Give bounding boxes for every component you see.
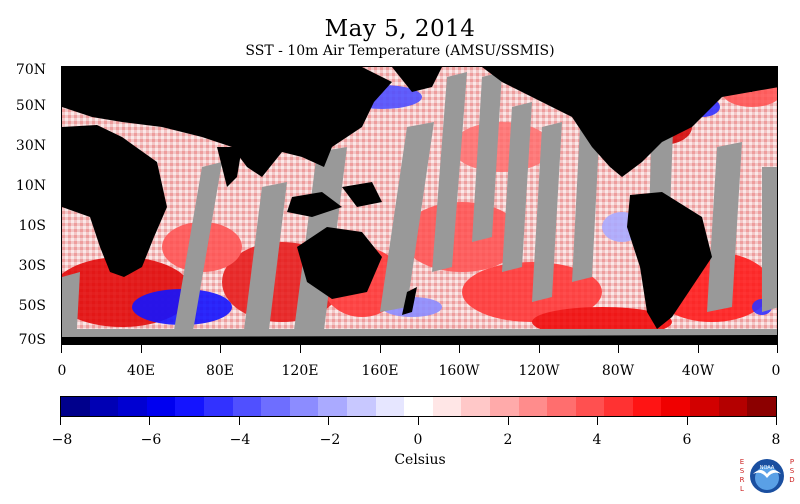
land-masses <box>62 67 777 344</box>
colorbar-tick <box>776 417 777 425</box>
colorbar-swatch <box>203 397 233 416</box>
latitude-label: 70S <box>18 332 46 348</box>
longitude-tick <box>300 345 301 353</box>
colorbar-swatch <box>175 397 204 416</box>
colorbar-label: 0 <box>413 432 423 448</box>
longitude-tick <box>141 345 142 353</box>
colorbar-swatch <box>118 397 147 416</box>
latitude-label: 10S <box>18 218 46 234</box>
logo-letter: P <box>790 458 794 466</box>
logo-letter: E <box>740 458 744 466</box>
colorbar-tick <box>60 417 61 425</box>
colorbar-swatch <box>632 397 662 416</box>
longitude-label: 160E <box>361 363 399 379</box>
longitude-label: 0 <box>771 363 781 379</box>
colorbar-swatch <box>375 397 405 416</box>
noaa-gull-icon <box>753 470 781 478</box>
colorbar-swatch <box>604 397 633 416</box>
colorbar-label: −8 <box>51 432 73 448</box>
logo-letter: S <box>790 467 795 475</box>
colorbar-label: 2 <box>503 432 513 448</box>
colorbar-swatch <box>432 397 462 416</box>
colorbar-swatch <box>518 397 548 416</box>
longitude-tick <box>698 345 699 353</box>
colorbar-swatch <box>718 397 748 416</box>
colorbar-swatch <box>747 397 776 416</box>
latitude-label: 30S <box>18 258 46 274</box>
longitude-label: 0 <box>57 363 67 379</box>
latitude-label: 50N <box>15 98 46 114</box>
colorbar-swatch <box>690 397 719 416</box>
colorbar-tick <box>597 417 598 425</box>
color-scale-bar <box>60 396 777 417</box>
longitude-label: 40W <box>681 363 715 379</box>
latitude-label: 30N <box>15 138 46 154</box>
longitude-label: 80W <box>601 363 635 379</box>
colorbar-label: −2 <box>319 432 341 448</box>
colorbar-swatch <box>346 397 376 416</box>
latitude-label: 50S <box>18 298 46 314</box>
colorbar-tick <box>149 417 150 425</box>
logo-letter: D <box>789 476 794 484</box>
logo-letter: R <box>740 476 745 484</box>
longitude-tick <box>539 345 540 353</box>
longitude-label: 160W <box>438 363 480 379</box>
colorbar-tick <box>328 417 329 425</box>
logo-letter: L <box>740 485 744 493</box>
colorbar-swatch <box>61 397 90 416</box>
map-title: May 5, 2014 <box>324 16 476 42</box>
colorbar-swatch <box>404 397 433 416</box>
colorbar-swatch <box>232 397 262 416</box>
logo-letter: S <box>740 467 745 475</box>
longitude-label: 120E <box>281 363 319 379</box>
colorbar-swatch <box>575 397 605 416</box>
longitude-label: 120W <box>518 363 560 379</box>
colorbar-swatch <box>661 397 691 416</box>
colorbar-swatch <box>547 397 576 416</box>
noaa-emblem-text: NOAA <box>760 465 775 471</box>
colorbar-swatch <box>146 397 176 416</box>
colorbar-tick <box>508 417 509 425</box>
longitude-label: 40E <box>126 363 156 379</box>
psd-vertical-text: PSD <box>789 458 794 484</box>
longitude-tick <box>459 345 460 353</box>
colorbar-label: −6 <box>140 432 162 448</box>
colorbar-swatch <box>489 397 519 416</box>
colorbar-swatch <box>261 397 290 416</box>
colorbar-tick <box>687 417 688 425</box>
map-subtitle: SST - 10m Air Temperature (AMSU/SSMIS) <box>245 43 555 59</box>
colorbar-swatch <box>89 397 119 416</box>
colorbar-unit-label: Celsius <box>394 452 446 468</box>
longitude-tick <box>618 345 619 353</box>
longitude-label: 80E <box>205 363 235 379</box>
colorbar-swatch <box>318 397 347 416</box>
colorbar-label: 6 <box>682 432 692 448</box>
longitude-tick <box>220 345 221 353</box>
latitude-label: 70N <box>15 62 46 78</box>
longitude-tick <box>777 345 778 353</box>
temperature-difference-map <box>61 66 778 345</box>
colorbar-tick <box>239 417 240 425</box>
colorbar-label: 4 <box>592 432 602 448</box>
colorbar-label: 8 <box>771 432 781 448</box>
colorbar-swatch <box>461 397 490 416</box>
no-data-swaths <box>62 72 777 344</box>
colorbar-swatch <box>289 397 319 416</box>
longitude-tick <box>61 345 62 353</box>
colorbar-label: −4 <box>229 432 251 448</box>
colorbar-tick <box>418 417 419 425</box>
latitude-label: 10N <box>15 178 46 194</box>
longitude-tick <box>380 345 381 353</box>
